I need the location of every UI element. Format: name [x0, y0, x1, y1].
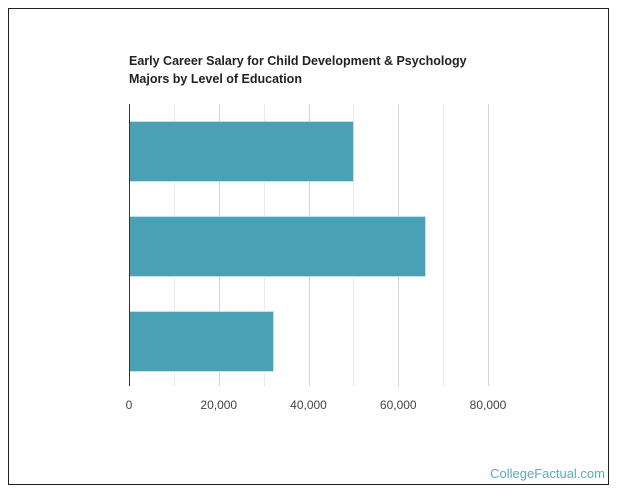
bar[interactable] [130, 312, 273, 371]
x-tick-label: 80,000 [469, 398, 507, 412]
bar[interactable] [130, 217, 425, 276]
x-tick-label: 0 [125, 398, 133, 412]
plot-area [129, 104, 489, 386]
x-tick-label: 40,000 [290, 398, 327, 412]
chart-frame [8, 8, 609, 485]
bar[interactable] [130, 122, 353, 181]
chart-title-line-1: Early Career Salary for Child Developmen… [129, 54, 467, 68]
gridline [488, 104, 489, 386]
x-tick-label: 60,000 [379, 398, 417, 412]
gridline [443, 104, 444, 386]
chart-title: Early Career Salary for Child Developmen… [129, 52, 467, 88]
y-axis-line [129, 104, 130, 386]
x-tick-label: 20,000 [200, 398, 238, 412]
brand-watermark[interactable]: CollegeFactual.com [490, 466, 605, 481]
chart-title-line-2: Majors by Level of Education [129, 72, 302, 86]
